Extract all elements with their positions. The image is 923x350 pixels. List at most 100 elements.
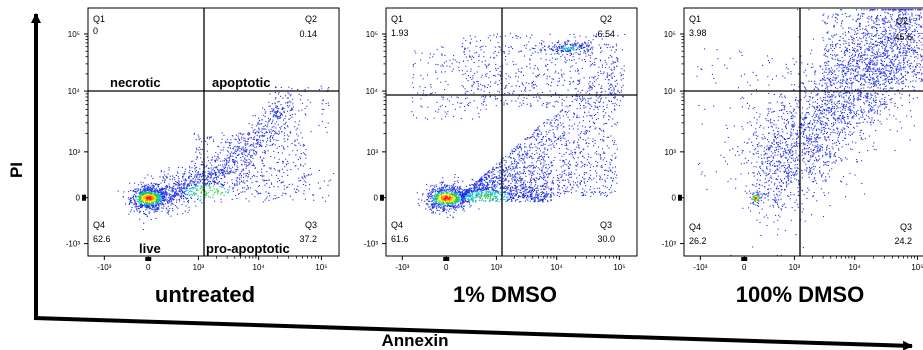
event-point — [254, 196, 256, 198]
event-point — [166, 185, 168, 187]
event-point — [455, 195, 457, 197]
event-point — [165, 189, 167, 191]
event-point — [181, 180, 183, 182]
event-point — [191, 167, 193, 169]
event-point — [569, 164, 571, 166]
event-point — [567, 149, 569, 151]
event-point — [497, 191, 499, 193]
event-point — [548, 144, 550, 146]
event-point — [504, 170, 506, 172]
event-point — [468, 199, 470, 201]
event-point — [295, 129, 297, 131]
event-point — [525, 138, 527, 140]
event-point — [252, 131, 254, 133]
event-point — [433, 195, 435, 197]
event-point — [232, 158, 234, 160]
event-point — [202, 164, 204, 166]
event-point — [148, 211, 150, 213]
event-point — [277, 124, 279, 126]
event-point — [510, 187, 512, 189]
event-point — [295, 154, 297, 156]
event-point — [180, 189, 182, 191]
event-point — [599, 128, 601, 130]
event-point — [280, 182, 282, 184]
event-point — [167, 209, 169, 211]
event-point — [243, 153, 245, 155]
event-point — [551, 162, 553, 164]
event-point — [534, 185, 536, 187]
event-point — [591, 117, 593, 119]
event-point — [598, 84, 600, 86]
event-point — [300, 153, 302, 155]
event-point — [469, 195, 471, 197]
event-point — [153, 206, 155, 208]
event-point — [449, 196, 451, 198]
event-point — [250, 143, 252, 145]
event-point — [216, 189, 218, 191]
event-point — [186, 188, 188, 190]
event-point — [452, 216, 454, 218]
event-point — [205, 140, 207, 142]
event-point — [559, 111, 561, 113]
event-point — [456, 192, 458, 194]
event-point — [330, 179, 332, 181]
event-point — [206, 179, 208, 181]
event-point — [217, 145, 219, 147]
event-point — [305, 149, 307, 151]
event-point — [474, 196, 476, 198]
event-point — [183, 198, 185, 200]
event-point — [444, 194, 446, 196]
event-point — [210, 136, 212, 138]
event-point — [589, 170, 591, 172]
event-point — [136, 188, 138, 190]
axis-marker — [82, 194, 86, 201]
event-point — [542, 152, 544, 154]
event-point — [144, 187, 146, 189]
event-point — [138, 208, 140, 210]
event-point — [432, 212, 434, 214]
event-point — [578, 146, 580, 148]
event-point — [145, 203, 147, 205]
event-point — [457, 188, 459, 190]
event-point — [524, 150, 526, 152]
event-point — [498, 177, 500, 179]
event-point — [219, 186, 221, 188]
event-point — [442, 199, 444, 201]
event-point — [550, 122, 552, 124]
event-point — [492, 173, 494, 175]
event-point — [439, 191, 441, 193]
event-point — [550, 165, 552, 167]
event-point — [530, 177, 532, 179]
event-point — [249, 133, 251, 135]
event-point — [158, 189, 160, 191]
event-point — [463, 189, 465, 191]
event-point — [493, 196, 495, 198]
event-point — [184, 187, 186, 189]
event-point — [132, 189, 134, 191]
event-point — [436, 200, 438, 202]
event-point — [229, 155, 231, 157]
event-point — [464, 194, 466, 196]
event-point — [594, 139, 596, 141]
event-point — [442, 209, 444, 211]
event-point — [189, 190, 191, 192]
event-point — [456, 194, 458, 196]
event-point — [554, 119, 556, 121]
event-point — [168, 167, 170, 169]
event-point — [225, 159, 227, 161]
event-point — [435, 198, 437, 200]
event-point — [443, 198, 445, 200]
event-point — [467, 201, 469, 203]
event-point — [448, 202, 450, 204]
event-point — [440, 194, 442, 196]
event-point — [431, 184, 433, 186]
event-point — [267, 122, 269, 124]
event-point — [235, 195, 237, 197]
event-point — [190, 180, 192, 182]
event-point — [157, 191, 159, 193]
event-point — [234, 163, 236, 165]
event-point — [523, 195, 525, 197]
event-point — [261, 168, 263, 170]
event-point — [172, 187, 174, 189]
event-point — [155, 191, 157, 193]
